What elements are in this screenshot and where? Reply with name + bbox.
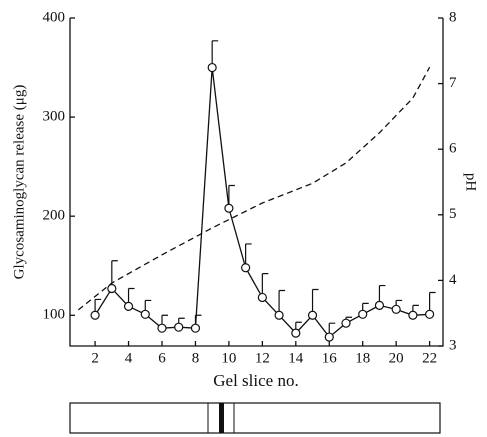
x-axis-label: Gel slice no. bbox=[213, 371, 298, 390]
y2-tick-label: 8 bbox=[449, 9, 457, 25]
x-tick-label: 16 bbox=[322, 350, 338, 366]
y-axis-label: Glycosaminoglycan release (μg) bbox=[11, 85, 27, 280]
data-point bbox=[207, 62, 217, 73]
y-tick-label: 200 bbox=[43, 208, 66, 224]
data-point bbox=[190, 323, 201, 333]
gel-band bbox=[219, 403, 224, 433]
y2-tick-label: 6 bbox=[449, 141, 457, 157]
data-point bbox=[224, 203, 234, 213]
y2-axis-label: pH bbox=[463, 173, 479, 192]
data-point bbox=[408, 310, 418, 320]
x-tick-label: 4 bbox=[125, 350, 133, 366]
x-tick-label: 20 bbox=[389, 350, 404, 366]
axis-frame bbox=[69, 18, 444, 347]
y-tick-label: 100 bbox=[43, 307, 66, 323]
gel-outline bbox=[69, 402, 441, 434]
x-tick-label: 6 bbox=[158, 350, 166, 366]
y-tick-label: 300 bbox=[43, 109, 66, 125]
x-tick-label: 14 bbox=[288, 350, 304, 366]
data-point bbox=[425, 309, 435, 319]
data-point bbox=[307, 310, 318, 320]
x-tick-label: 10 bbox=[221, 350, 236, 366]
x-tick-label: 18 bbox=[355, 350, 370, 366]
data-point bbox=[291, 328, 301, 338]
data-point bbox=[241, 263, 251, 273]
x-tick-label: 2 bbox=[91, 350, 99, 366]
data-point bbox=[324, 332, 334, 342]
data-point bbox=[341, 318, 351, 328]
x-tick-label: 22 bbox=[422, 350, 437, 366]
data-point bbox=[391, 304, 401, 314]
x-tick-label: 12 bbox=[255, 350, 270, 366]
error-bar bbox=[111, 260, 118, 289]
data-point bbox=[157, 323, 167, 333]
x-tick-label: 8 bbox=[192, 350, 200, 366]
gel-strip bbox=[69, 402, 441, 434]
ph-curve bbox=[77, 66, 431, 311]
data-point bbox=[123, 301, 134, 311]
y2-tick-label: 4 bbox=[449, 272, 457, 288]
y2-tick-label: 7 bbox=[449, 75, 457, 91]
y-tick-label: 400 bbox=[43, 9, 66, 25]
y2-tick-label: 5 bbox=[449, 206, 457, 222]
y2-tick-label: 3 bbox=[449, 337, 457, 353]
data-point bbox=[257, 292, 267, 303]
data-point bbox=[374, 300, 385, 310]
data-point bbox=[358, 309, 368, 319]
data-point bbox=[107, 283, 117, 294]
data-point bbox=[174, 322, 184, 332]
data-point bbox=[140, 309, 150, 319]
data-point bbox=[274, 310, 284, 320]
data-point bbox=[90, 310, 100, 320]
